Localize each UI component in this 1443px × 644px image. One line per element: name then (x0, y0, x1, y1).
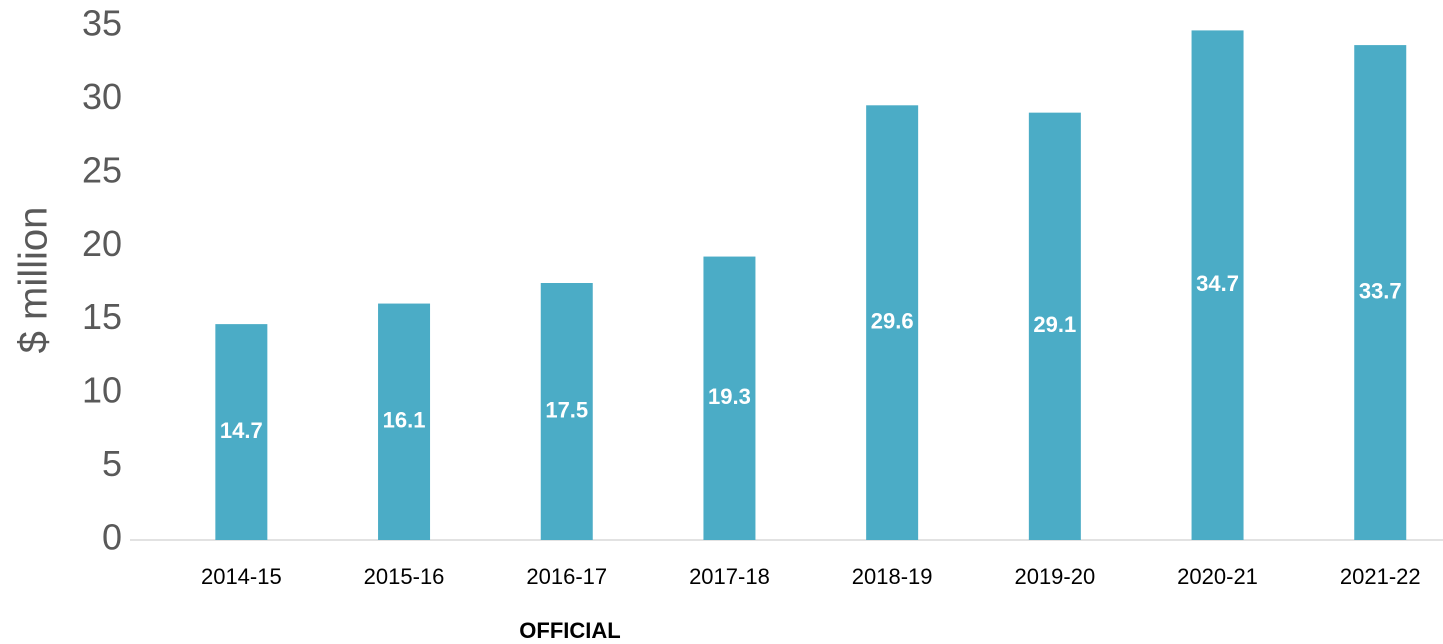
y-axis-label: $ million (12, 207, 56, 354)
y-tick-label: 35 (82, 3, 122, 44)
x-tick-label: 2015-16 (364, 564, 445, 589)
bar (1028, 112, 1081, 540)
bar (378, 303, 431, 540)
y-tick-label: 10 (82, 370, 122, 411)
y-tick-label: 0 (102, 517, 122, 558)
data-label: 34.7 (1196, 271, 1239, 296)
bar (703, 256, 756, 540)
data-label: 29.6 (871, 308, 914, 333)
bar (540, 283, 593, 540)
x-tick-label: 2017-18 (689, 564, 770, 589)
x-tick-label: 2014-15 (201, 564, 282, 589)
bar (1354, 45, 1407, 540)
data-label: 17.5 (545, 397, 588, 422)
bar (1191, 30, 1244, 541)
y-tick-label: 15 (82, 296, 122, 337)
data-label: 16.1 (383, 408, 426, 433)
y-tick-label: 20 (82, 223, 122, 264)
footer: OFFICIAL (519, 618, 620, 643)
x-tick-label: 2021-22 (1340, 564, 1421, 589)
data-label: 14.7 (220, 418, 263, 443)
y-tick-label: 25 (82, 149, 122, 190)
x-tick-label: 2018-19 (852, 564, 933, 589)
bar (866, 105, 919, 540)
data-label: 19.3 (708, 384, 751, 409)
data-label: 29.1 (1033, 312, 1076, 337)
bar (215, 324, 268, 540)
x-tick-label: 2019-20 (1014, 564, 1095, 589)
x-tick-label: 2016-17 (526, 564, 607, 589)
data-label: 33.7 (1359, 278, 1402, 303)
x-tick-label: 2020-21 (1177, 564, 1258, 589)
y-tick-label: 5 (102, 443, 122, 484)
y-tick-label: 30 (82, 76, 122, 117)
